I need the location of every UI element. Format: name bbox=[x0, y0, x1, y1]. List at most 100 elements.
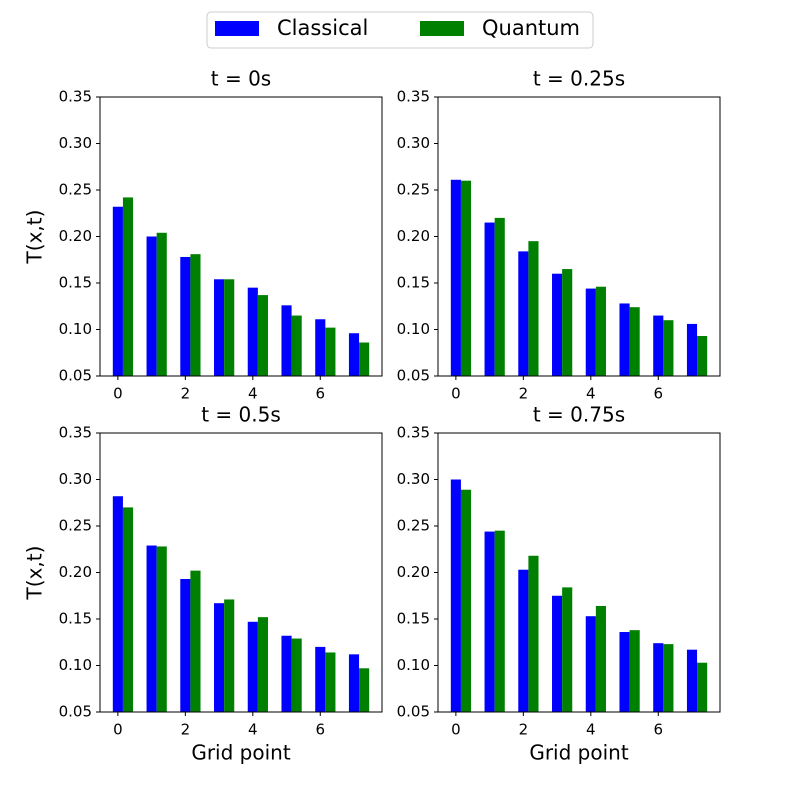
legend-label: Classical bbox=[277, 16, 368, 40]
bar bbox=[552, 273, 563, 376]
bar bbox=[518, 251, 529, 376]
bar bbox=[528, 241, 539, 376]
y-tick-label: 0.10 bbox=[397, 320, 430, 338]
subplot-title: t = 0.25s bbox=[533, 67, 625, 91]
bar bbox=[686, 323, 698, 376]
bar bbox=[224, 599, 235, 712]
bar bbox=[190, 570, 201, 712]
subplot-title: t = 0s bbox=[211, 67, 271, 91]
bar bbox=[359, 668, 370, 712]
y-tick-label: 0.20 bbox=[397, 227, 430, 245]
y-tick-label: 0.05 bbox=[59, 367, 92, 385]
legend-swatch bbox=[420, 21, 464, 36]
x-tick-label: 4 bbox=[248, 721, 258, 739]
y-tick-label: 0.20 bbox=[397, 563, 430, 581]
x-tick-label: 4 bbox=[586, 721, 596, 739]
bar bbox=[325, 327, 336, 376]
legend-box bbox=[206, 11, 594, 49]
x-tick-label: 0 bbox=[451, 385, 461, 403]
bar bbox=[122, 507, 134, 712]
subplot-title: t = 0.5s bbox=[201, 403, 281, 427]
axes-frame bbox=[437, 96, 721, 377]
y-tick-label: 0.25 bbox=[59, 517, 92, 535]
y-tick-label: 0.20 bbox=[59, 227, 92, 245]
x-tick-label: 0 bbox=[451, 721, 461, 739]
bar bbox=[697, 662, 708, 712]
y-tick-label: 0.20 bbox=[59, 563, 92, 581]
bar bbox=[562, 269, 573, 376]
y-tick-label: 0.10 bbox=[59, 656, 92, 674]
x-tick-label: 6 bbox=[653, 385, 663, 403]
x-tick-label: 2 bbox=[519, 721, 529, 739]
axes-frame bbox=[99, 432, 383, 713]
x-tick-label: 6 bbox=[315, 721, 325, 739]
y-tick-label: 0.30 bbox=[59, 470, 92, 488]
bar bbox=[562, 587, 573, 712]
bar bbox=[460, 180, 472, 376]
bar bbox=[484, 531, 495, 712]
y-tick-label: 0.35 bbox=[59, 88, 92, 106]
x-tick-label: 2 bbox=[519, 385, 529, 403]
bar bbox=[180, 256, 191, 376]
bar bbox=[112, 496, 123, 712]
y-axis-label: T(x,t) bbox=[23, 546, 47, 601]
bar bbox=[315, 646, 326, 712]
bar bbox=[325, 652, 336, 712]
bar bbox=[247, 621, 258, 712]
x-tick-label: 4 bbox=[248, 385, 258, 403]
y-tick-label: 0.15 bbox=[59, 610, 92, 628]
y-tick-label: 0.10 bbox=[397, 656, 430, 674]
bar bbox=[629, 630, 640, 712]
y-tick-label: 0.35 bbox=[397, 424, 430, 442]
bar bbox=[281, 305, 292, 376]
bar bbox=[686, 649, 698, 712]
bar bbox=[291, 315, 302, 376]
bar bbox=[156, 232, 167, 376]
bar bbox=[663, 644, 674, 712]
y-tick-label: 0.15 bbox=[59, 274, 92, 292]
bar bbox=[156, 546, 167, 712]
bar bbox=[653, 315, 664, 376]
x-tick-label: 2 bbox=[181, 385, 191, 403]
bar bbox=[146, 545, 157, 712]
bar bbox=[585, 616, 596, 712]
bar bbox=[619, 303, 630, 376]
axes-frame bbox=[437, 432, 721, 713]
bar bbox=[460, 489, 472, 712]
bar bbox=[180, 579, 191, 712]
x-tick-label: 2 bbox=[181, 721, 191, 739]
y-tick-label: 0.25 bbox=[397, 517, 430, 535]
bar bbox=[190, 254, 201, 376]
bar bbox=[595, 605, 606, 712]
bar bbox=[450, 179, 461, 376]
x-tick-label: 0 bbox=[113, 721, 123, 739]
y-tick-label: 0.15 bbox=[397, 610, 430, 628]
bar bbox=[494, 530, 505, 712]
legend-label: Quantum bbox=[482, 16, 580, 40]
bar bbox=[214, 279, 225, 376]
y-tick-label: 0.05 bbox=[397, 367, 430, 385]
bar bbox=[552, 595, 563, 712]
y-tick-label: 0.05 bbox=[397, 703, 430, 721]
legend-swatch bbox=[215, 21, 259, 36]
bar bbox=[224, 279, 235, 376]
bar bbox=[214, 603, 225, 712]
x-tick-label: 4 bbox=[586, 385, 596, 403]
x-axis-label: Grid point bbox=[191, 741, 290, 765]
bar bbox=[619, 632, 630, 712]
bar bbox=[112, 206, 123, 376]
bar bbox=[247, 287, 258, 376]
bar bbox=[291, 638, 302, 712]
bar bbox=[629, 307, 640, 376]
y-axis-label: T(x,t) bbox=[23, 210, 47, 265]
bar bbox=[315, 319, 326, 376]
bar bbox=[281, 635, 292, 712]
axes-frame bbox=[99, 96, 383, 377]
bar bbox=[595, 286, 606, 376]
bar bbox=[697, 336, 708, 376]
bar bbox=[348, 654, 360, 712]
x-tick-label: 6 bbox=[653, 721, 663, 739]
y-tick-label: 0.10 bbox=[59, 320, 92, 338]
